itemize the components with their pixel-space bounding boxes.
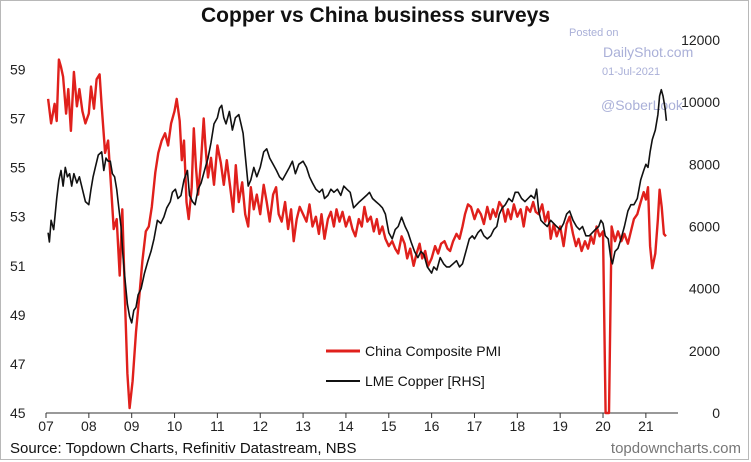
right-tick-label: 10000 (681, 94, 720, 110)
x-tick-label: 10 (167, 418, 183, 434)
left-axis: 45 47 49 51 53 55 57 59 (10, 61, 26, 421)
source-note: Source: Topdown Charts, Refinitiv Datast… (10, 440, 357, 457)
left-tick-label: 59 (10, 61, 26, 77)
left-tick-label: 57 (10, 111, 26, 127)
x-tick-label: 21 (638, 418, 654, 434)
right-tick-label: 2000 (689, 343, 720, 359)
brand-label: topdowncharts.com (610, 440, 741, 457)
series-line-lme-copper (47, 88, 668, 324)
left-tick-label: 51 (10, 258, 26, 274)
x-tick-label: 17 (467, 418, 483, 434)
x-tick-label: 16 (424, 418, 440, 434)
x-tick-label: 09 (124, 418, 140, 434)
right-tick-label: 12000 (681, 32, 720, 48)
x-tick-label: 12 (252, 418, 268, 434)
right-tick-label: 8000 (689, 156, 720, 172)
right-axis: 0 2000 4000 6000 8000 10000 12000 (681, 32, 720, 421)
series-line-china-pmi (46, 58, 667, 415)
left-tick-label: 47 (10, 356, 26, 372)
left-tick-label: 45 (10, 405, 26, 421)
x-tick-label: 14 (338, 418, 354, 434)
x-tick-label: 08 (81, 418, 97, 434)
left-tick-label: 53 (10, 209, 26, 225)
left-tick-label: 49 (10, 307, 26, 323)
watermark-posted-on: Posted on (569, 27, 619, 39)
x-tick-label: 18 (510, 418, 526, 434)
chart-title: Copper vs China business surveys (201, 4, 550, 27)
x-tick-label: 19 (552, 418, 568, 434)
legend-label: LME Copper [RHS] (365, 373, 485, 389)
right-tick-label: 0 (712, 405, 720, 421)
x-tick-label: 20 (595, 418, 611, 434)
watermark-site: DailyShot.com (603, 44, 694, 60)
watermark-date: 01-Jul-2021 (602, 66, 661, 78)
x-tick-label: 11 (210, 418, 225, 434)
legend-label: China Composite PMI (365, 343, 501, 359)
x-tick-label: 15 (381, 418, 397, 434)
right-tick-label: 4000 (689, 281, 720, 297)
x-axis: 07 08 09 10 11 12 13 14 15 16 17 18 19 20 21 (38, 413, 654, 434)
x-tick-label: 13 (295, 418, 311, 434)
left-tick-label: 55 (10, 160, 26, 176)
watermark-handle: @SoberLook (601, 97, 683, 113)
legend: China Composite PMI LME Copper [RHS] (326, 343, 501, 389)
series-layer (46, 58, 668, 415)
x-tick-label: 07 (38, 418, 54, 434)
right-tick-label: 6000 (689, 219, 720, 235)
